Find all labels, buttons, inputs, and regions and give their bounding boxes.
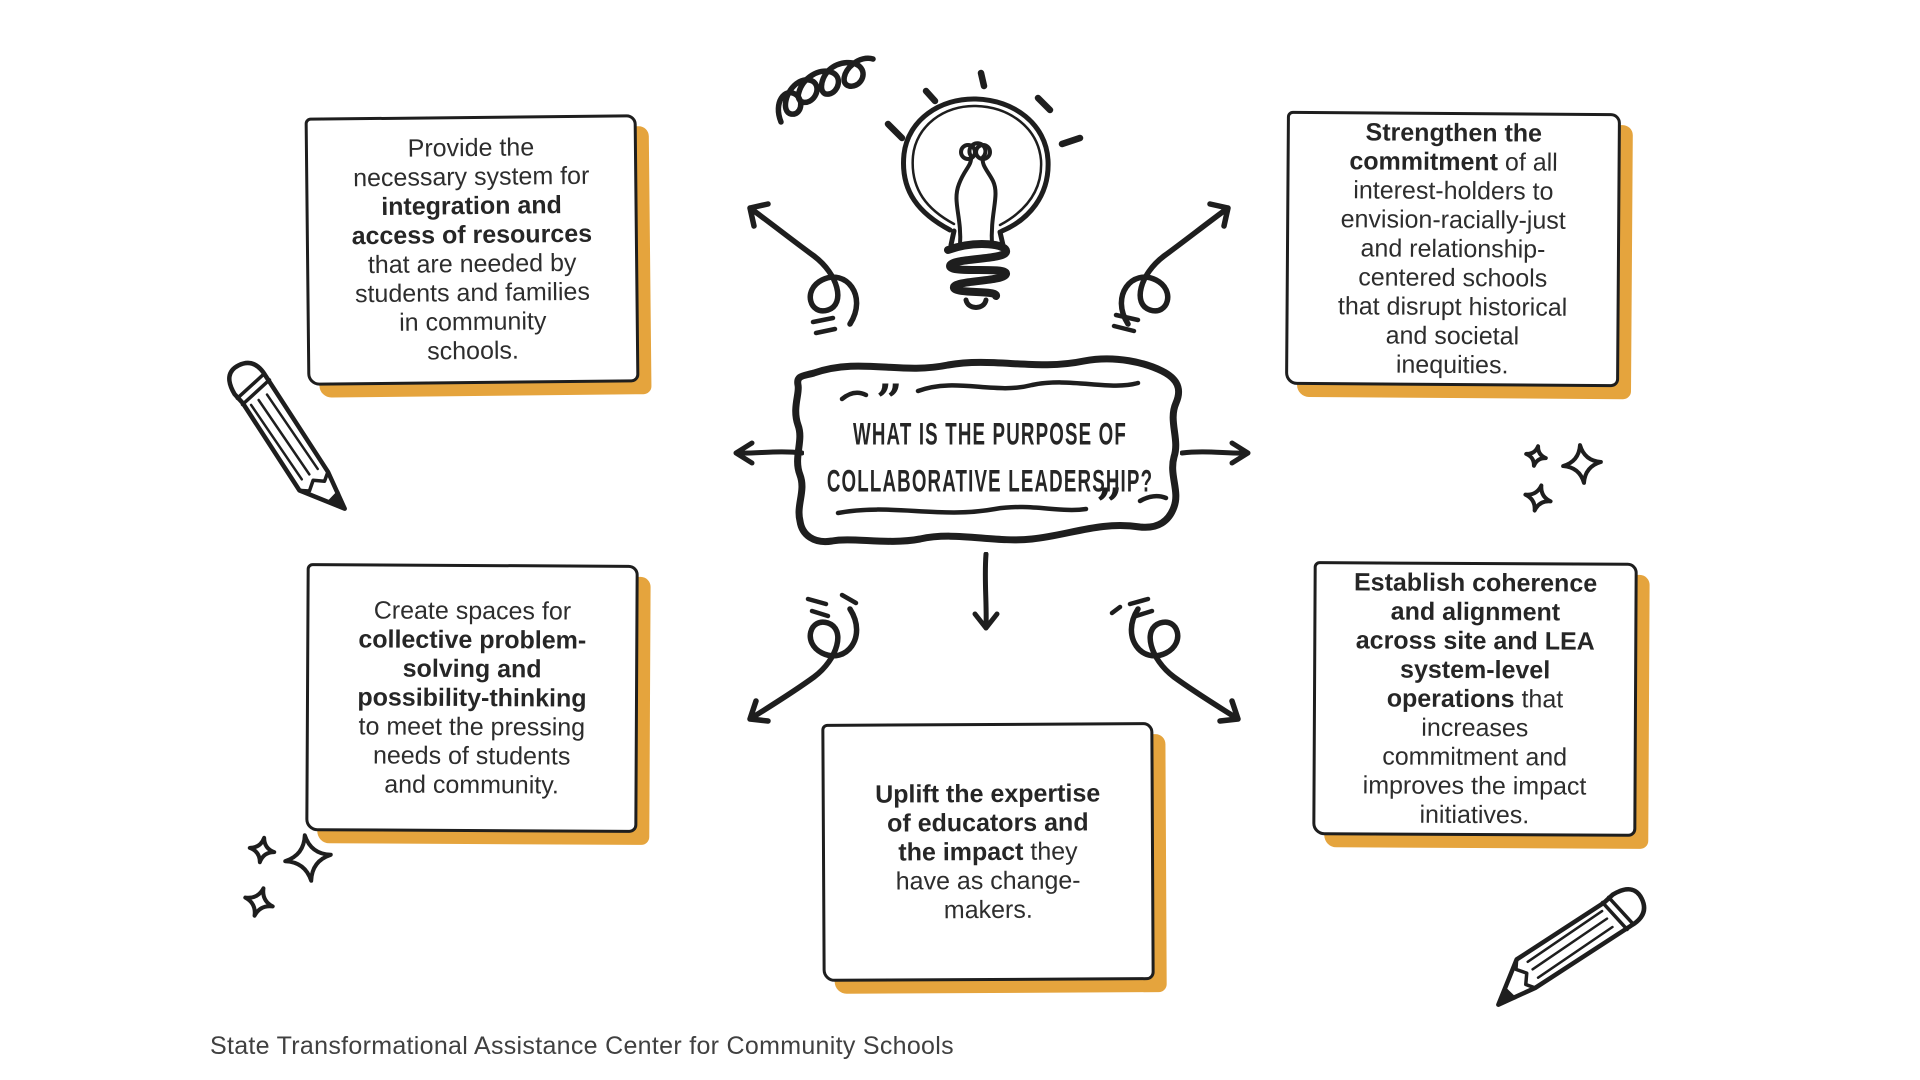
arrow-left-icon (733, 440, 804, 466)
arrow-right-icon (1180, 440, 1251, 466)
center-question-line1: WHAT IS THE PURPOSE OF (853, 417, 1127, 453)
curly-arrow-up-left-icon (747, 201, 860, 336)
curly-arrow-down-left-icon (747, 592, 860, 724)
purpose-box-top-right-text: Strengthen the commitment of all interes… (1337, 117, 1568, 379)
lightbulb-doodle (884, 69, 1084, 310)
spiral-squiggle-doodle (775, 55, 876, 125)
sparkles-doodle-right (1512, 428, 1632, 528)
purpose-box-bottom-left-text: Create spaces for collective problem- so… (357, 595, 587, 799)
open-quote-mark: ” (876, 374, 902, 428)
center-question-line2: COLLABORATIVE LEADERSHIP? (826, 464, 1154, 500)
close-quote-mark: ” (1096, 478, 1122, 532)
purpose-box-bottom-center: Uplift the expertise of educators and th… (821, 722, 1155, 982)
arrow-down-icon (972, 552, 1000, 631)
pencil-doodle-bottom-right (1496, 887, 1647, 1007)
purpose-box-top-left-text: Provide the necessary system for integra… (351, 133, 593, 366)
purpose-box-top-left: Provide the necessary system for integra… (304, 114, 640, 386)
purpose-box-bottom-right: Establish coherence and alignment across… (1312, 561, 1638, 837)
sparkles-doodle-left (232, 826, 347, 926)
pencil-doodle-top-left (227, 360, 347, 511)
curly-arrow-down-right-icon (1109, 596, 1241, 724)
purpose-box-bottom-center-text: Uplift the expertise of educators and th… (875, 778, 1101, 924)
footer-credit: State Transformational Assistance Center… (210, 1032, 954, 1060)
curly-arrow-up-right-icon (1111, 201, 1231, 334)
center-question: WHAT IS THE PURPOSE OF COLLABORATIVE LEA… (822, 412, 1157, 506)
speech-box-doodle: ” ” (792, 355, 1183, 546)
purpose-box-bottom-left: Create spaces for collective problem- so… (305, 563, 639, 833)
purpose-box-top-right: Strengthen the commitment of all interes… (1285, 110, 1621, 388)
purpose-box-bottom-right-text: Establish coherence and alignment across… (1353, 567, 1598, 829)
